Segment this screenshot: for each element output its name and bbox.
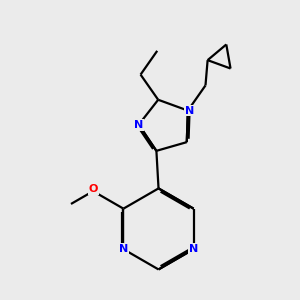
Text: O: O xyxy=(88,184,98,194)
Text: N: N xyxy=(119,244,128,254)
Text: N: N xyxy=(185,106,195,116)
Text: N: N xyxy=(189,244,198,254)
Text: N: N xyxy=(134,120,143,130)
